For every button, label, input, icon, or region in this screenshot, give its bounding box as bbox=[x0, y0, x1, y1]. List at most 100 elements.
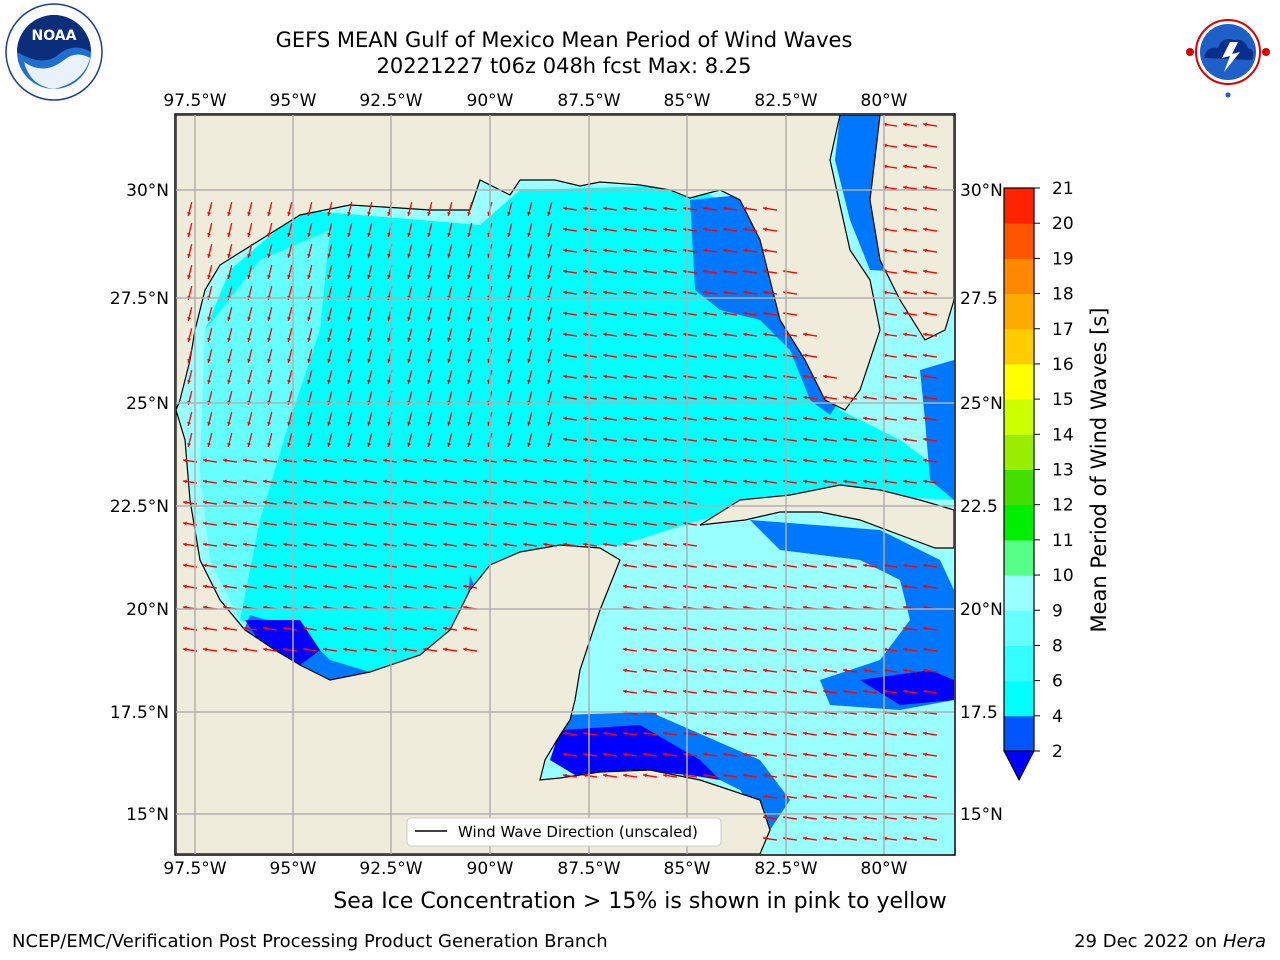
wind-arrow-head bbox=[387, 253, 391, 258]
wind-arrow-head bbox=[583, 248, 587, 253]
wind-arrow-head bbox=[923, 731, 927, 736]
wind-arrow-head bbox=[823, 752, 827, 757]
wind-arrow-head bbox=[227, 232, 231, 237]
wind-arrow-head bbox=[623, 269, 627, 274]
wind-arrow-head bbox=[903, 563, 907, 568]
wind-arrow-head bbox=[483, 458, 487, 463]
wind-arrow-head bbox=[883, 395, 887, 400]
wind-arrow-head bbox=[227, 316, 231, 321]
wind-arrow-head bbox=[623, 353, 627, 358]
wind-arrow-head bbox=[463, 626, 467, 631]
wind-arrow-head bbox=[203, 626, 207, 631]
wind-arrow-head bbox=[763, 689, 767, 694]
wind-arrow-head bbox=[507, 337, 511, 342]
wind-arrow-head bbox=[223, 521, 227, 526]
wind-arrow-head bbox=[663, 395, 667, 400]
wind-arrow-head bbox=[623, 332, 627, 337]
wind-arrow-head bbox=[423, 458, 427, 463]
wind-arrow-head bbox=[547, 379, 551, 384]
wind-arrow-head bbox=[503, 479, 507, 484]
wind-arrow-head bbox=[623, 437, 627, 442]
wind-arrow-head bbox=[283, 626, 287, 631]
colorbar-segment bbox=[1004, 258, 1034, 295]
wind-arrow-head bbox=[187, 232, 191, 237]
wind-arrow-head bbox=[583, 458, 587, 463]
wind-arrow-head bbox=[223, 542, 227, 547]
lon-label: 82.5°W bbox=[754, 859, 817, 879]
wind-arrow-head bbox=[843, 836, 847, 841]
wind-arrow-head bbox=[363, 479, 367, 484]
wind-arrow-head bbox=[743, 353, 747, 358]
wind-arrow-head bbox=[383, 521, 387, 526]
wind-arrow-head bbox=[723, 647, 727, 652]
wind-arrow-head bbox=[287, 337, 291, 342]
wind-arrow-head bbox=[623, 542, 627, 547]
wind-arrow-head bbox=[703, 269, 707, 274]
wind-arrow-head bbox=[227, 253, 231, 258]
wind-arrow-head bbox=[247, 274, 251, 279]
wind-arrow-head bbox=[703, 584, 707, 589]
wind-arrow-head bbox=[403, 626, 407, 631]
wind-arrow-head bbox=[407, 253, 411, 258]
wind-arrow-head bbox=[447, 232, 451, 237]
wind-arrow-head bbox=[323, 647, 327, 652]
wind-arrow-head bbox=[447, 211, 451, 216]
colorbar-segment bbox=[1004, 539, 1034, 576]
bahamas-blue-zone bbox=[920, 360, 954, 500]
wind-arrow-head bbox=[923, 416, 927, 421]
wind-arrow-head bbox=[583, 773, 587, 778]
wind-arrow-head bbox=[603, 416, 607, 421]
wind-arrow-head bbox=[223, 500, 227, 505]
wind-arrow-head bbox=[883, 731, 887, 736]
wind-arrow-head bbox=[903, 185, 907, 190]
lon-label: 97.5°W bbox=[163, 859, 226, 879]
campeche-darkblue-zone bbox=[245, 620, 320, 665]
wind-arrow-head bbox=[443, 626, 447, 631]
wind-arrow-head bbox=[363, 563, 367, 568]
wind-arrow-head bbox=[663, 668, 667, 673]
wind-arrow-head bbox=[563, 500, 567, 505]
wind-arrow-head bbox=[723, 227, 727, 232]
wind-arrow-head bbox=[603, 521, 607, 526]
wind-arrow-head bbox=[467, 316, 471, 321]
wind-arrow-head bbox=[683, 332, 687, 337]
wind-arrow-head bbox=[483, 479, 487, 484]
lon-label: 95°W bbox=[270, 859, 317, 879]
wind-arrow-head bbox=[743, 752, 747, 757]
wind-arrow-head bbox=[643, 248, 647, 253]
wind-arrow-head bbox=[723, 458, 727, 463]
wind-arrow-head bbox=[383, 584, 387, 589]
wind-arrow-head bbox=[683, 395, 687, 400]
wind-arrow-head bbox=[247, 421, 251, 426]
wind-arrow-head bbox=[623, 206, 627, 211]
wind-arrow-head bbox=[407, 337, 411, 342]
wind-arrow-head bbox=[243, 563, 247, 568]
wind-arrow-head bbox=[823, 584, 827, 589]
wind-arrow-head bbox=[447, 274, 451, 279]
wind-arrow-head bbox=[287, 274, 291, 279]
lon-label: 82.5°W bbox=[754, 91, 817, 111]
wind-arrow-head bbox=[563, 542, 567, 547]
wind-arrow-head bbox=[763, 248, 767, 253]
wind-arrow-head bbox=[723, 374, 727, 379]
colorbar-tick-label: 14 bbox=[1052, 425, 1074, 445]
wind-arrow-head bbox=[263, 479, 267, 484]
wind-arrow-head bbox=[247, 379, 251, 384]
wind-arrow-head bbox=[423, 521, 427, 526]
land-usa bbox=[176, 115, 881, 411]
wind-arrow-head bbox=[223, 458, 227, 463]
wind-arrow-head bbox=[547, 358, 551, 363]
wind-arrow-head bbox=[823, 815, 827, 820]
wind-arrow-head bbox=[187, 358, 191, 363]
wind-arrow-head bbox=[603, 542, 607, 547]
wind-arrow-head bbox=[863, 626, 867, 631]
wind-arrow-head bbox=[743, 248, 747, 253]
lat-label: 22.5°N bbox=[110, 497, 169, 517]
colorbar-tick-label: 11 bbox=[1052, 531, 1074, 551]
wind-arrow-head bbox=[367, 337, 371, 342]
wind-arrow-head bbox=[247, 442, 251, 447]
wind-arrow-head bbox=[523, 521, 527, 526]
wind-arrow-head bbox=[203, 500, 207, 505]
lat-label: 15°N bbox=[960, 805, 1003, 825]
wind-arrow-head bbox=[703, 227, 707, 232]
